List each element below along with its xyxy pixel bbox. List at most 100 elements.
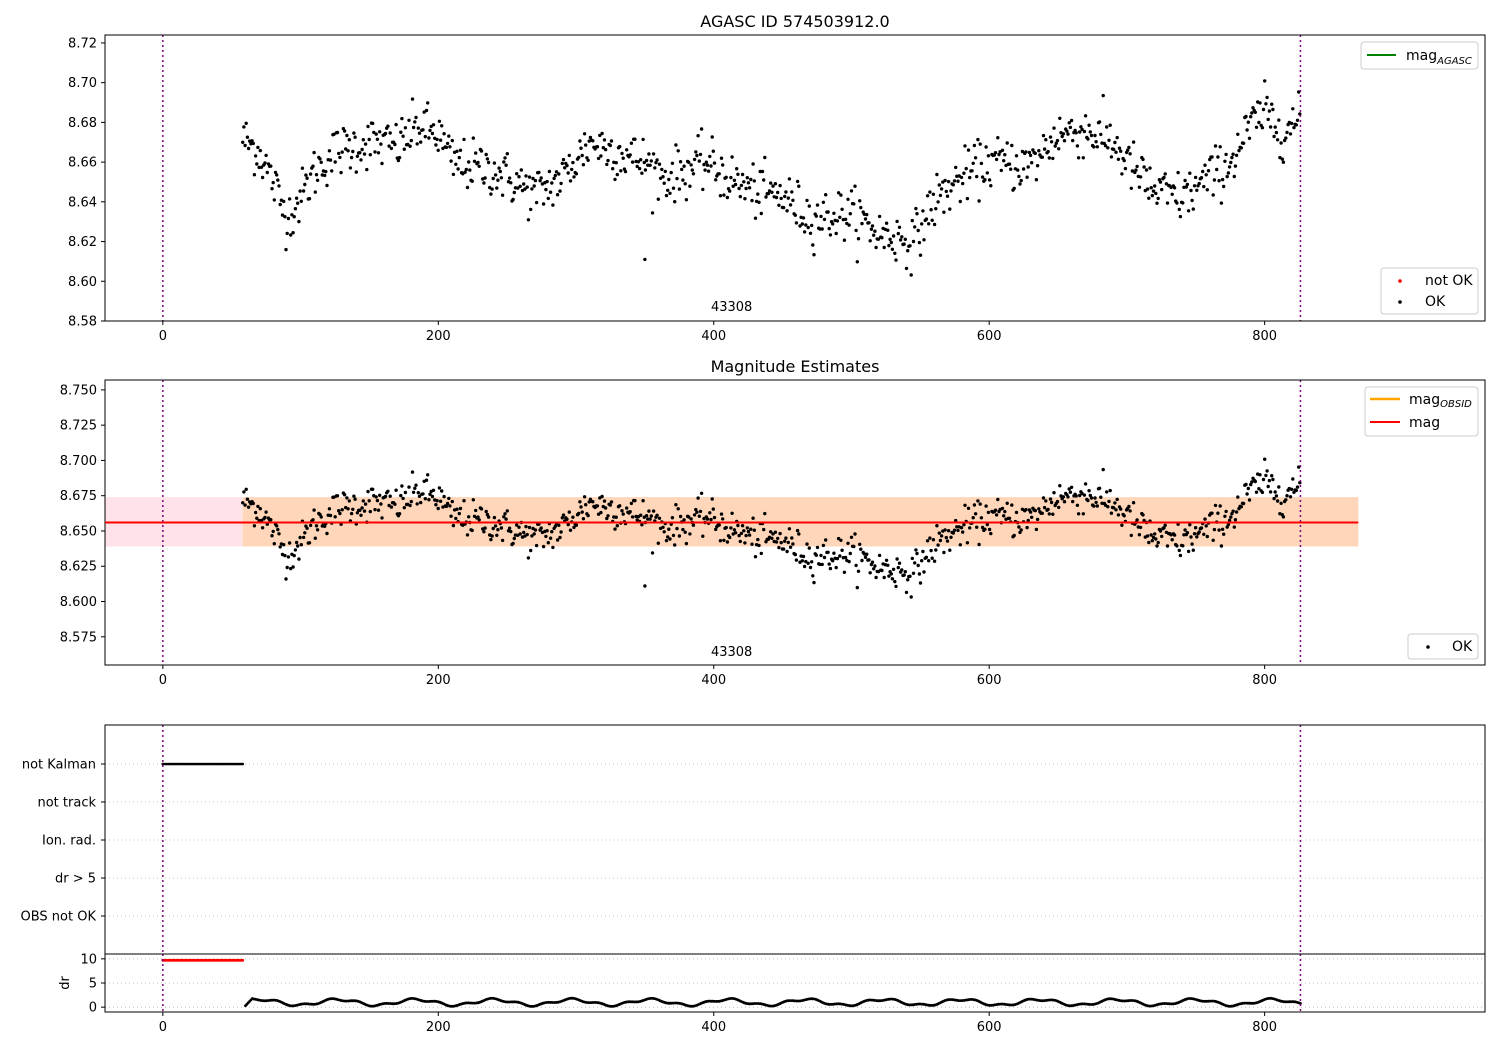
mag-point: [662, 181, 666, 185]
mag-point: [319, 160, 323, 164]
mag-point: [917, 572, 922, 576]
mag-point: [751, 516, 755, 520]
mag-point: [338, 155, 342, 160]
mag-point: [307, 541, 312, 545]
mag-point: [764, 195, 768, 199]
mag-point: [606, 514, 610, 518]
mag-point: [674, 503, 678, 507]
mag-point: [945, 194, 950, 198]
mag-point: [747, 186, 752, 190]
mag-point: [301, 189, 306, 193]
mag-point: [442, 494, 446, 499]
mag-point: [811, 574, 815, 578]
mag-point: [383, 494, 388, 499]
mag-point: [253, 154, 258, 158]
mag-point: [650, 211, 655, 215]
mag-point: [640, 523, 644, 527]
mag-point: [434, 143, 438, 147]
mag-point: [704, 160, 708, 164]
mag-point: [515, 523, 519, 527]
mag-point: [852, 202, 856, 206]
mag-point: [1047, 512, 1052, 516]
mag-point: [476, 515, 480, 519]
mag-point: [270, 187, 274, 191]
mag-point: [1291, 477, 1295, 481]
mag-point: [445, 141, 450, 146]
y-tick-label: 8.68: [68, 116, 97, 131]
mag-point: [643, 584, 647, 588]
mag-point: [1000, 148, 1005, 152]
mag-point: [296, 201, 300, 205]
mag-point: [1135, 164, 1139, 169]
mag-point: [401, 496, 405, 501]
mag-point: [1165, 544, 1170, 548]
mag-point: [649, 159, 653, 163]
mag-point: [909, 273, 913, 277]
mag-point: [791, 198, 795, 202]
mag-point: [835, 219, 840, 223]
mag-point: [400, 484, 404, 488]
mag-point: [676, 149, 680, 153]
mag-point: [337, 509, 341, 513]
mag-point: [1289, 487, 1294, 491]
mag-point: [1264, 102, 1268, 106]
mag-point: [739, 531, 744, 536]
mag-point: [393, 142, 397, 147]
y-tick-label: 10: [80, 952, 97, 967]
mag-point: [1129, 186, 1134, 190]
mag-point: [640, 171, 644, 175]
mag-point: [806, 561, 810, 565]
mag-point: [688, 184, 692, 188]
mag-point: [956, 179, 960, 183]
mag-point: [1120, 172, 1124, 176]
mag-point: [531, 176, 535, 181]
mag-point: [294, 196, 299, 200]
mag-point: [1162, 175, 1166, 180]
mag-point: [1033, 151, 1038, 156]
x-tick-label: 600: [977, 329, 1002, 344]
mag-point: [451, 523, 456, 528]
mag-point: [921, 209, 925, 213]
mag-point: [423, 497, 427, 501]
mag-point: [402, 506, 406, 510]
mag-point: [1227, 518, 1232, 522]
mag-point: [1010, 503, 1014, 507]
mag-point: [1257, 487, 1261, 491]
mag-point: [1183, 528, 1187, 532]
x-tick-label: 800: [1252, 673, 1277, 688]
mag-point: [1234, 510, 1239, 514]
mag-point: [630, 515, 635, 519]
mag-point: [746, 529, 751, 534]
mag-point: [1071, 138, 1075, 143]
mag-point: [1044, 138, 1048, 142]
mag-point: [910, 218, 914, 223]
mag-point: [472, 514, 477, 518]
mag-point: [1028, 510, 1033, 514]
mag-point: [855, 260, 859, 264]
mag-point: [804, 223, 808, 227]
mag-point: [677, 187, 682, 191]
mag-point: [728, 535, 732, 540]
mag-point: [388, 494, 392, 498]
mag-point: [1109, 511, 1114, 515]
mag-point: [1055, 499, 1060, 504]
mag-point: [843, 217, 848, 221]
mag-point: [525, 185, 529, 189]
mag-point: [1134, 168, 1138, 172]
mag-point: [1244, 482, 1248, 487]
mag-point: [1093, 133, 1097, 138]
mag-point: [538, 179, 542, 183]
x-tick-label: 0: [159, 329, 167, 344]
mag-point: [440, 124, 444, 128]
mag-point: [1123, 166, 1128, 171]
y-tick-label: 8.72: [68, 36, 97, 51]
mag-point: [972, 143, 977, 148]
mag-point: [1115, 135, 1119, 140]
mag-point: [691, 172, 696, 176]
mag-point: [648, 517, 652, 521]
y-tick-label: 8.600: [60, 595, 97, 610]
mag-point: [1222, 532, 1226, 536]
mag-point: [788, 545, 793, 549]
mag-point: [812, 580, 816, 585]
mag-point: [349, 511, 354, 516]
